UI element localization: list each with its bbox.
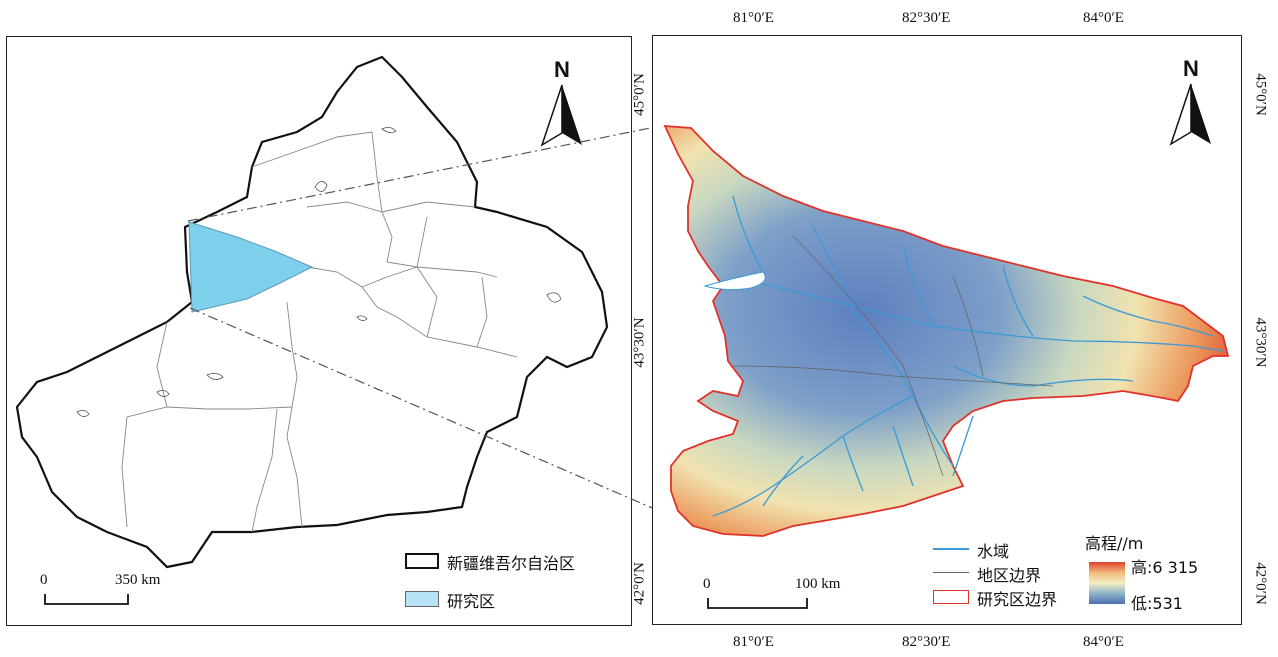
legend-left: 新疆维吾尔自治区 研究区	[405, 542, 625, 622]
legend-item-study-area: 研究区	[405, 588, 625, 611]
legend-item-district: 地区边界	[933, 562, 1083, 585]
scale-bar-left: 0 350 km	[40, 572, 190, 612]
scale-line-right	[707, 598, 808, 609]
legend-swatch-study-boundary	[933, 590, 969, 604]
xinjiang-boundary	[15, 55, 609, 569]
lon-label-bottom-3: 84°0′E	[1083, 634, 1124, 650]
scale-bar-right: 0 100 km	[703, 576, 863, 616]
lat-label-left-1: 45°0′N	[631, 73, 648, 116]
xinjiang-overview-map: N 0 350 km 新疆维吾尔自治区 研究区	[6, 36, 632, 626]
north-arrow-left: N	[540, 57, 582, 152]
lon-label-top-3: 84°0′E	[1083, 10, 1124, 26]
elevation-high-label: 高:6 315	[1131, 558, 1199, 577]
elevation-title: 高程//m	[1085, 534, 1144, 553]
legend-label-study-area: 研究区	[447, 592, 496, 611]
sayram-lake	[703, 271, 766, 291]
legend-label-study-boundary: 研究区边界	[977, 590, 1058, 609]
scale-zero: 0	[40, 572, 48, 588]
legend-label-district: 地区边界	[977, 566, 1042, 585]
scale-end: 350 km	[115, 572, 161, 588]
legend-swatch-study-area	[405, 591, 439, 607]
legend-swatch-water	[933, 548, 969, 550]
rivers	[712, 195, 1224, 517]
legend-right: 水域 地区边界 研究区边界	[933, 534, 1083, 614]
legend-label-water: 水域	[977, 542, 1010, 561]
lon-label-top-2: 82°30′E	[902, 10, 951, 26]
study-area-elevation-map: N 0 100 km 水域 地区边界 研究区边界 高程//m 高:6 315	[652, 35, 1242, 625]
elevation-legend: 高程//m 高:6 315 低:531	[1083, 530, 1233, 620]
legend-swatch-district	[933, 572, 969, 573]
district-boundaries	[732, 235, 1054, 477]
study-region-elevation	[663, 124, 1230, 537]
lat-label-right-3: 42°0′N	[1252, 562, 1269, 605]
north-label-right: N	[1183, 56, 1199, 81]
scale-zero-right: 0	[703, 576, 711, 592]
xinjiang-outline	[15, 55, 609, 569]
legend-swatch-xinjiang	[405, 553, 439, 569]
north-arrow-icon	[540, 84, 582, 147]
north-label: N	[554, 57, 570, 82]
elevation-map-canvas	[663, 124, 1230, 537]
lat-label-left-2: 43°30′N	[631, 317, 648, 368]
lon-label-bottom-2: 82°30′E	[902, 634, 951, 650]
lon-label-top-1: 81°0′E	[733, 10, 774, 26]
north-arrow-right: N	[1169, 56, 1211, 151]
elevation-color-ramp	[1089, 562, 1125, 604]
legend-item-xinjiang: 新疆维吾尔自治区	[405, 550, 625, 573]
elevation-low-label: 低:531	[1131, 594, 1183, 613]
lon-label-bottom-1: 81°0′E	[733, 634, 774, 650]
lat-label-right-1: 45°0′N	[1252, 73, 1269, 116]
lat-label-left-3: 42°0′N	[631, 562, 648, 605]
legend-item-water: 水域	[933, 538, 1083, 561]
scale-end-right: 100 km	[795, 576, 841, 592]
lat-label-right-2: 43°30′N	[1252, 317, 1269, 368]
legend-label-xinjiang: 新疆维吾尔自治区	[447, 554, 576, 573]
north-arrow-icon	[1169, 83, 1211, 146]
legend-item-study-boundary: 研究区边界	[933, 586, 1083, 609]
scale-line	[44, 594, 129, 605]
